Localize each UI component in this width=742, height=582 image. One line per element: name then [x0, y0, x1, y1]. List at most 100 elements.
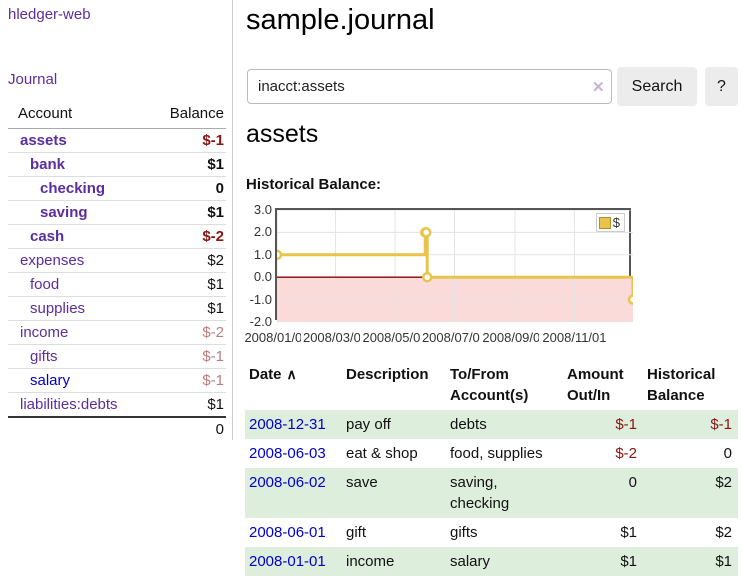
x-axis-tick-label: 2008/11/01 [539, 330, 610, 345]
account-balance: $1 [143, 152, 226, 177]
account-balance: $-1 [202, 132, 224, 149]
account-link[interactable]: expenses [20, 252, 85, 269]
chart-title: Historical Balance: [246, 176, 382, 193]
accounts-table: Account Balance assets $-1 bank $1 checking 0… [8, 100, 226, 441]
account-link[interactable]: salary [30, 372, 71, 389]
account-link[interactable]: food [30, 276, 60, 293]
txn-balance: $2 [715, 474, 732, 491]
accounts-total-value: 0 [143, 416, 226, 441]
app-title-link[interactable]: hledger-web [8, 6, 91, 23]
account-link[interactable]: checking [40, 180, 106, 197]
txn-date-link[interactable]: 2008-06-02 [249, 474, 326, 491]
th-date-sortable[interactable]: Date ∧ [245, 362, 342, 410]
transaction-row: 2008-06-02 save saving, checking 0 $2 [245, 468, 738, 518]
search-input[interactable] [247, 69, 612, 104]
accounts-header-row: Account Balance [8, 100, 226, 129]
legend-label: $ [612, 215, 620, 230]
y-axis-tick-label: -1.0 [249, 291, 272, 307]
account-link[interactable]: bank [30, 156, 66, 173]
page-title: sample.journal [246, 4, 435, 36]
account-link[interactable]: saving [40, 204, 88, 221]
account-row: salary $-1 [8, 368, 226, 393]
txn-amount: $1 [620, 553, 637, 570]
account-balance: $1 [143, 392, 226, 417]
account-row: supplies $1 [8, 296, 226, 321]
help-button[interactable]: ? [705, 67, 738, 106]
th-date-label: Date [249, 366, 282, 383]
txn-amount: 0 [628, 474, 637, 491]
transactions-body: 2008-12-31 pay off debts $-1 $-1 2008-06-03 ea… [245, 410, 738, 576]
account-row: bank $1 [8, 152, 226, 177]
account-row: checking 0 [8, 176, 226, 201]
txn-accounts: salary [450, 553, 491, 570]
historical-balance-chart: $ 3.0 2.0 1.0 0.0 -1.0 -2.0 2008/01/01 2008/03/… [242, 202, 738, 348]
txn-amount: $-2 [615, 445, 637, 462]
y-axis-tick-label: 1.0 [253, 246, 272, 262]
x-axis-tick-label: 2008/03/01 [300, 330, 371, 345]
account-link[interactable]: liabilities:debts [20, 396, 118, 413]
account-row: gifts $-1 [8, 344, 226, 369]
account-balance: $-2 [143, 224, 226, 249]
clear-search-icon[interactable]: ✕ [592, 79, 605, 96]
txn-accounts: food, supplies [450, 445, 543, 462]
legend-swatch-icon [598, 216, 611, 229]
accounts-total-row: 0 [8, 416, 226, 441]
txn-accounts: gifts [450, 524, 478, 541]
account-link[interactable]: assets [20, 132, 67, 149]
txn-description: income [346, 553, 395, 570]
account-row: assets $-1 [8, 129, 226, 153]
txn-date-cell: 2008-06-03 [245, 439, 342, 468]
txn-balance: $1 [715, 553, 732, 570]
txn-balance: $2 [715, 524, 732, 541]
txn-description: pay off [346, 416, 391, 433]
transaction-row: 2008-06-03 eat & shop food, supplies $-2 0 [245, 439, 738, 468]
nav-journal-link[interactable]: Journal [8, 71, 58, 88]
txn-date-link[interactable]: 2008-06-01 [249, 524, 326, 541]
account-link[interactable]: supplies [30, 300, 86, 317]
account-row: liabilities:debts $1 [8, 392, 226, 417]
search-button[interactable]: Search [617, 67, 697, 106]
chart-legend: $ [595, 213, 625, 232]
transaction-row: 2008-06-01 gift gifts $1 $2 [245, 518, 738, 547]
account-row: cash $-2 [8, 224, 226, 249]
txn-accounts: saving, checking [450, 474, 510, 512]
x-axis-tick-label: 2008/07/01 [419, 330, 490, 345]
txn-balance: $-1 [710, 416, 732, 433]
accounts-total-spacer [8, 416, 144, 441]
txn-date-link[interactable]: 2008-01-01 [249, 553, 326, 570]
txn-amount: $-1 [615, 416, 637, 433]
y-axis-tick-label: -2.0 [249, 314, 272, 329]
y-axis-tick-label: 0.0 [253, 269, 272, 285]
sidebar: hledger-web Journal Account Balance asse… [0, 0, 233, 441]
x-axis-tick-label: 2008/09/01 [479, 330, 550, 345]
account-row: expenses $2 [8, 248, 226, 273]
y-axis-tick-label: 3.0 [253, 202, 272, 217]
sort-ascending-icon: ∧ [286, 366, 297, 382]
th-amount: Amount Out/In [567, 366, 624, 404]
account-link[interactable]: gifts [30, 348, 58, 365]
txn-balance: 0 [723, 445, 732, 462]
txn-description: eat & shop [346, 445, 418, 462]
account-link[interactable]: income [20, 324, 69, 341]
transaction-row: 2008-12-31 pay off debts $-1 $-1 [245, 410, 738, 439]
account-balance: $1 [143, 200, 226, 225]
txn-date-link[interactable]: 2008-12-31 [249, 416, 326, 433]
accounts-table-body: assets $-1 bank $1 checking 0 saving $1 cash $-2 e… [8, 129, 226, 417]
txn-amount: $1 [620, 524, 637, 541]
x-axis-tick-label: 2008/01/01 [242, 330, 312, 345]
th-accounts: To/From Account(s) [450, 366, 529, 404]
txn-description: save [346, 474, 378, 491]
account-link[interactable]: cash [30, 228, 65, 245]
account-heading: assets [246, 120, 319, 148]
txn-date-cell: 2008-01-01 [245, 547, 342, 576]
account-balance: $1 [143, 296, 226, 321]
transactions-table: Date ∧ Description To/From Account(s) Amo… [245, 362, 738, 576]
x-axis-tick-label: 2008/05/01 [360, 330, 431, 345]
th-balance: Historical Balance [647, 366, 716, 404]
y-axis-tick-label: 2.0 [253, 224, 272, 240]
txn-date-link[interactable]: 2008-06-03 [249, 445, 326, 462]
account-row: food $1 [8, 272, 226, 297]
account-balance: 0 [143, 176, 226, 201]
transactions-header-row: Date ∧ Description To/From Account(s) Amo… [245, 362, 738, 410]
account-row: saving $1 [8, 200, 226, 225]
